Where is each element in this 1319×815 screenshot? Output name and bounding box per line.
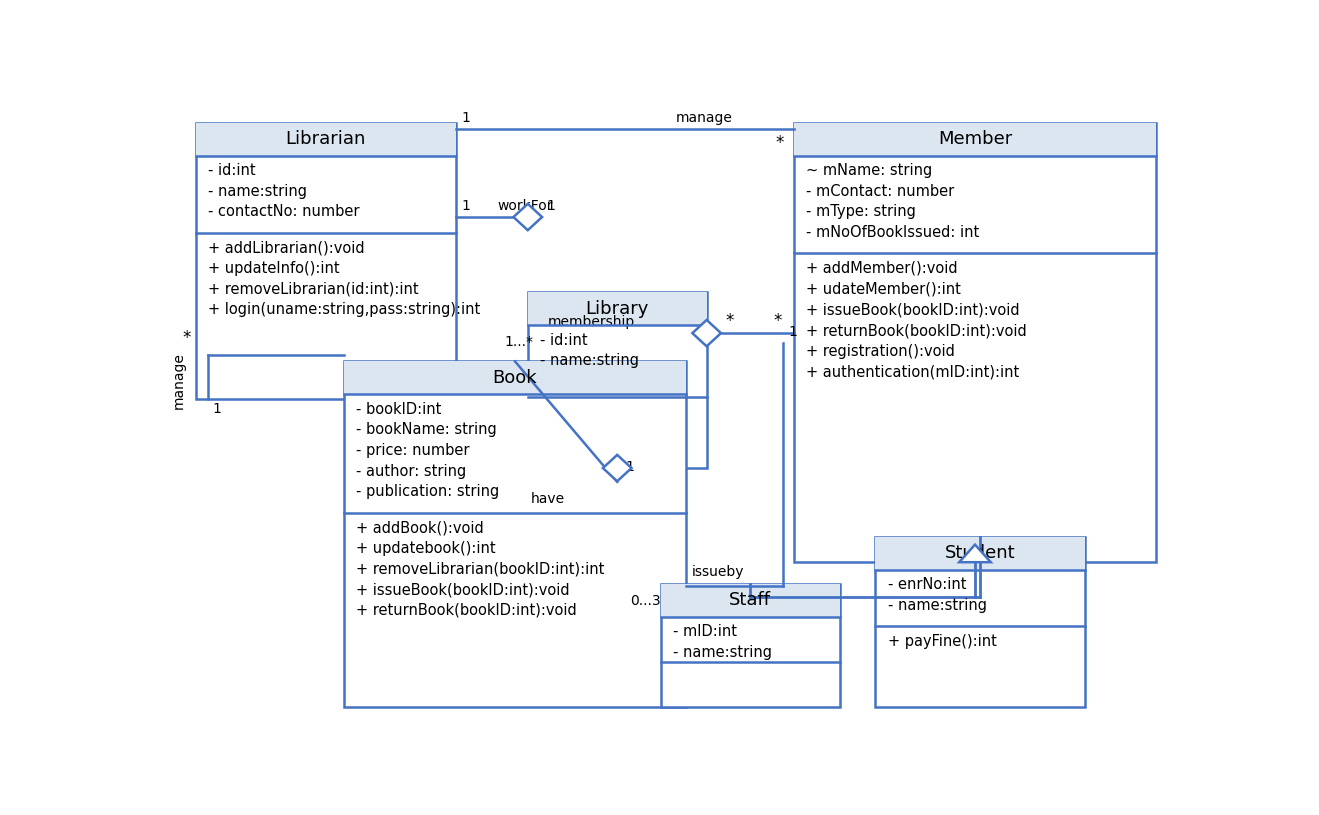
Bar bbox=[794, 123, 1157, 156]
Text: manage: manage bbox=[677, 111, 733, 125]
Text: - publication: string: - publication: string bbox=[356, 484, 500, 500]
Bar bbox=[528, 293, 707, 468]
Text: 1...*: 1...* bbox=[505, 335, 534, 349]
Bar bbox=[876, 537, 1084, 707]
Bar bbox=[876, 537, 1084, 570]
Text: *: * bbox=[182, 328, 191, 346]
Text: - name:string: - name:string bbox=[673, 645, 772, 660]
Text: membership: membership bbox=[549, 315, 636, 328]
Text: 1: 1 bbox=[789, 325, 797, 339]
Bar bbox=[661, 584, 839, 707]
Text: - id:int: - id:int bbox=[208, 163, 256, 178]
Text: + removeLibrarian(bookID:int):int: + removeLibrarian(bookID:int):int bbox=[356, 562, 604, 576]
Text: + addMember():void: + addMember():void bbox=[806, 261, 958, 276]
Bar bbox=[195, 123, 456, 156]
Text: + updatebook():int: + updatebook():int bbox=[356, 541, 496, 556]
Text: - name:string: - name:string bbox=[888, 598, 987, 613]
Text: 1: 1 bbox=[546, 199, 555, 213]
Text: + updateInfo():int: + updateInfo():int bbox=[208, 261, 339, 276]
Text: - id:int: - id:int bbox=[539, 333, 588, 347]
Text: + addLibrarian():void: + addLibrarian():void bbox=[208, 240, 364, 255]
Text: 1: 1 bbox=[625, 460, 634, 474]
Polygon shape bbox=[692, 320, 721, 346]
Text: - bookID:int: - bookID:int bbox=[356, 402, 442, 416]
Polygon shape bbox=[959, 544, 991, 562]
Text: Library: Library bbox=[586, 300, 649, 318]
Text: *: * bbox=[725, 311, 733, 329]
Text: - price: number: - price: number bbox=[356, 443, 470, 458]
Bar bbox=[661, 584, 839, 617]
Polygon shape bbox=[603, 455, 632, 481]
Text: + authentication(mID:int):int: + authentication(mID:int):int bbox=[806, 364, 1020, 380]
Text: + issueBook(bookID:int):void: + issueBook(bookID:int):void bbox=[356, 582, 570, 597]
Text: - mContact: number: - mContact: number bbox=[806, 183, 954, 199]
Text: + registration():void: + registration():void bbox=[806, 344, 955, 359]
Text: have: have bbox=[530, 491, 565, 505]
Text: *: * bbox=[773, 311, 781, 329]
Text: + returnBook(bookID:int):void: + returnBook(bookID:int):void bbox=[356, 603, 576, 618]
Text: Librarian: Librarian bbox=[286, 130, 367, 148]
Polygon shape bbox=[513, 204, 542, 230]
Text: Staff: Staff bbox=[729, 592, 772, 610]
Bar bbox=[195, 123, 456, 399]
Text: + issueBook(bookID:int):void: + issueBook(bookID:int):void bbox=[806, 302, 1020, 317]
Text: + removeLibrarian(id:int):int: + removeLibrarian(id:int):int bbox=[208, 282, 418, 297]
Text: - mNoOfBookIssued: int: - mNoOfBookIssued: int bbox=[806, 225, 979, 240]
Text: - name:string: - name:string bbox=[539, 353, 638, 368]
Text: + addBook():void: + addBook():void bbox=[356, 520, 484, 535]
Text: - mType: string: - mType: string bbox=[806, 205, 915, 219]
Text: ~ mName: string: ~ mName: string bbox=[806, 163, 933, 178]
Text: Book: Book bbox=[493, 368, 537, 386]
Text: Student: Student bbox=[944, 544, 1016, 562]
Text: - contactNo: number: - contactNo: number bbox=[208, 205, 359, 219]
Bar bbox=[344, 361, 686, 707]
Text: - mID:int: - mID:int bbox=[673, 624, 737, 639]
Text: 1: 1 bbox=[462, 111, 470, 125]
Text: 0...3: 0...3 bbox=[630, 593, 661, 607]
Text: - author: string: - author: string bbox=[356, 464, 467, 478]
Text: + login(uname:string,pass:string):int: + login(uname:string,pass:string):int bbox=[208, 302, 480, 317]
Bar bbox=[794, 123, 1157, 562]
Text: - enrNo:int: - enrNo:int bbox=[888, 577, 966, 593]
Text: 1: 1 bbox=[212, 402, 222, 416]
Text: workFor: workFor bbox=[497, 199, 553, 213]
Text: + payFine():int: + payFine():int bbox=[888, 634, 996, 649]
Text: issueby: issueby bbox=[691, 566, 744, 579]
Text: + returnBook(bookID:int):void: + returnBook(bookID:int):void bbox=[806, 323, 1026, 338]
Text: Member: Member bbox=[938, 130, 1012, 148]
Bar bbox=[344, 361, 686, 394]
Bar bbox=[528, 293, 707, 325]
Text: *: * bbox=[776, 134, 783, 152]
Text: manage: manage bbox=[173, 352, 186, 408]
Text: 1: 1 bbox=[462, 199, 470, 213]
Text: - name:string: - name:string bbox=[208, 183, 307, 199]
Text: + udateMember():int: + udateMember():int bbox=[806, 282, 960, 297]
Text: - bookName: string: - bookName: string bbox=[356, 422, 497, 437]
